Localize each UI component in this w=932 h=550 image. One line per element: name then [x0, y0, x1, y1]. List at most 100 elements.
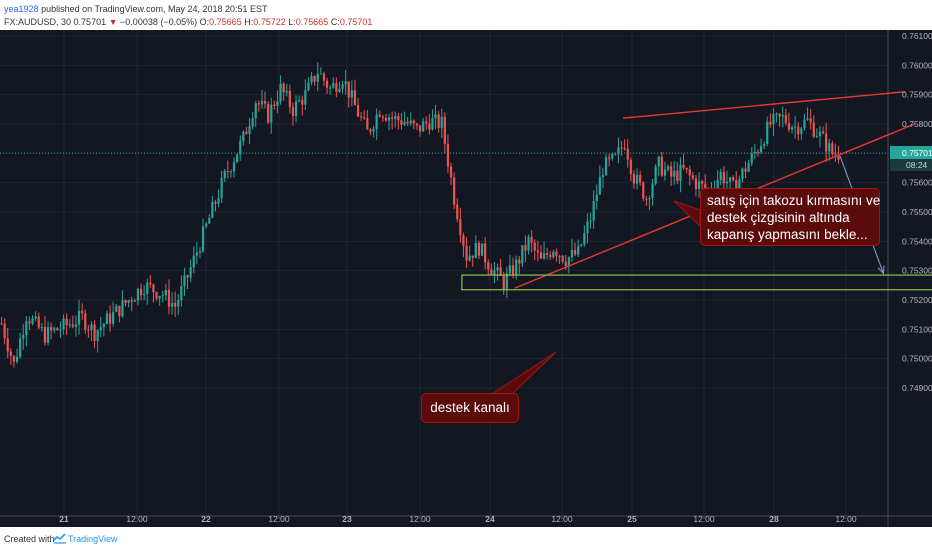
candle-body: [276, 101, 279, 106]
candle-body: [291, 107, 295, 116]
candle-body: [440, 116, 443, 129]
candle-body: [174, 302, 177, 307]
candle-body: [539, 252, 543, 259]
candle-body: [50, 326, 53, 331]
tradingview-brand-link[interactable]: TradingView: [68, 534, 118, 544]
candle-body: [180, 286, 183, 301]
candle-body: [487, 262, 490, 270]
candle-body: [232, 162, 236, 172]
candle-body: [604, 157, 608, 176]
candle-body: [747, 163, 750, 172]
candle-body: [273, 104, 276, 106]
candle-body: [812, 122, 815, 137]
candle-body: [437, 114, 440, 129]
candle-body: [555, 251, 558, 256]
candle-body: [670, 166, 673, 177]
candle-body: [719, 171, 722, 180]
candle-body: [319, 73, 322, 75]
callout-line-1: satış için takozu kırmasını ve: [707, 193, 881, 208]
candle-body: [133, 300, 136, 302]
candle-body: [790, 127, 794, 130]
candle-body: [471, 255, 474, 259]
candle-body: [149, 282, 152, 285]
candle-body: [301, 100, 304, 105]
callout-line-2: destek çizgisinin altında: [707, 210, 850, 225]
candle-body: [115, 305, 118, 312]
candle-body: [546, 253, 549, 256]
candle-body: [353, 90, 357, 106]
chart-area[interactable]: 0.761000.760000.759000.758000.757000.756…: [0, 30, 932, 527]
high-value: 0.75722: [253, 17, 286, 27]
candle-body: [310, 76, 313, 83]
candle-body: [561, 255, 564, 262]
candle-body: [570, 250, 574, 258]
publish-line: yea1928 published on TradingView.com, Ma…: [4, 4, 268, 14]
candle-body: [316, 73, 319, 82]
candle-body: [620, 147, 623, 149]
price-tick-label: 0.75800: [902, 119, 932, 129]
candle-body: [56, 328, 59, 331]
candle-body: [828, 143, 831, 152]
candle-body: [666, 166, 670, 170]
price-tick-label: 0.75400: [902, 236, 932, 246]
candle-body: [338, 88, 341, 92]
price-chart[interactable]: 0.761000.760000.759000.758000.757000.756…: [0, 30, 932, 527]
candle-body: [611, 154, 614, 159]
candle-body: [208, 217, 211, 224]
candle-body: [254, 103, 257, 119]
down-arrow-icon: ▼: [108, 17, 118, 27]
support-channel-box: [461, 274, 932, 291]
candle-body: [818, 131, 822, 137]
time-tick-label: 12:00: [268, 514, 290, 524]
candle-body: [803, 119, 806, 129]
candle-body: [418, 125, 422, 132]
candle-body: [648, 198, 651, 200]
candle-body: [322, 73, 326, 81]
price-tick-label: 0.75300: [902, 266, 932, 276]
candle-body: [772, 113, 775, 125]
candle-body: [332, 83, 335, 88]
candle-body: [260, 101, 264, 105]
candle-body: [434, 114, 437, 119]
candle-body: [186, 275, 189, 278]
candle-body: [477, 242, 481, 256]
candle-body: [53, 328, 56, 331]
candle-body: [25, 321, 28, 336]
candle-body: [108, 313, 112, 324]
candle-body: [15, 356, 19, 362]
candle-body: [406, 121, 409, 124]
price-tick-label: 0.75500: [902, 207, 932, 217]
candle-body: [673, 170, 676, 177]
candle-body: [794, 126, 797, 128]
candle-body: [12, 355, 16, 362]
candle-body: [84, 313, 87, 330]
candle-body: [474, 242, 477, 259]
candle-body: [183, 275, 186, 287]
candle-body: [167, 289, 171, 307]
candle-body: [425, 121, 428, 124]
candle-body: [784, 114, 787, 123]
low-value: 0.75665: [295, 17, 329, 27]
candle-body: [626, 148, 629, 160]
candle-body: [412, 120, 415, 124]
author-link[interactable]: yea1928: [4, 4, 39, 14]
candle-body: [344, 81, 347, 85]
candle-body: [484, 243, 487, 263]
time-tick-label: 23: [342, 514, 352, 524]
candle-body: [431, 118, 434, 130]
time-tick-label: 12:00: [693, 514, 715, 524]
published-text: published on TradingView.com, May 24, 20…: [41, 4, 268, 14]
ohlc-line: FX:AUDUSD, 30 0.75701 ▼ −0.00038 (−0.05%…: [4, 17, 372, 27]
candle-body: [239, 140, 242, 155]
candle-body: [223, 170, 226, 178]
candle-body: [294, 101, 298, 116]
candle-body: [146, 282, 149, 294]
candle-body: [558, 255, 561, 257]
candle-body: [676, 170, 679, 181]
time-tick-label: 12:00: [409, 514, 431, 524]
candle-body: [428, 123, 431, 130]
current-price-tag-label: 0.75701: [902, 148, 932, 158]
candle-body: [6, 338, 9, 352]
candle-body: [459, 219, 462, 236]
candle-body: [567, 257, 570, 267]
